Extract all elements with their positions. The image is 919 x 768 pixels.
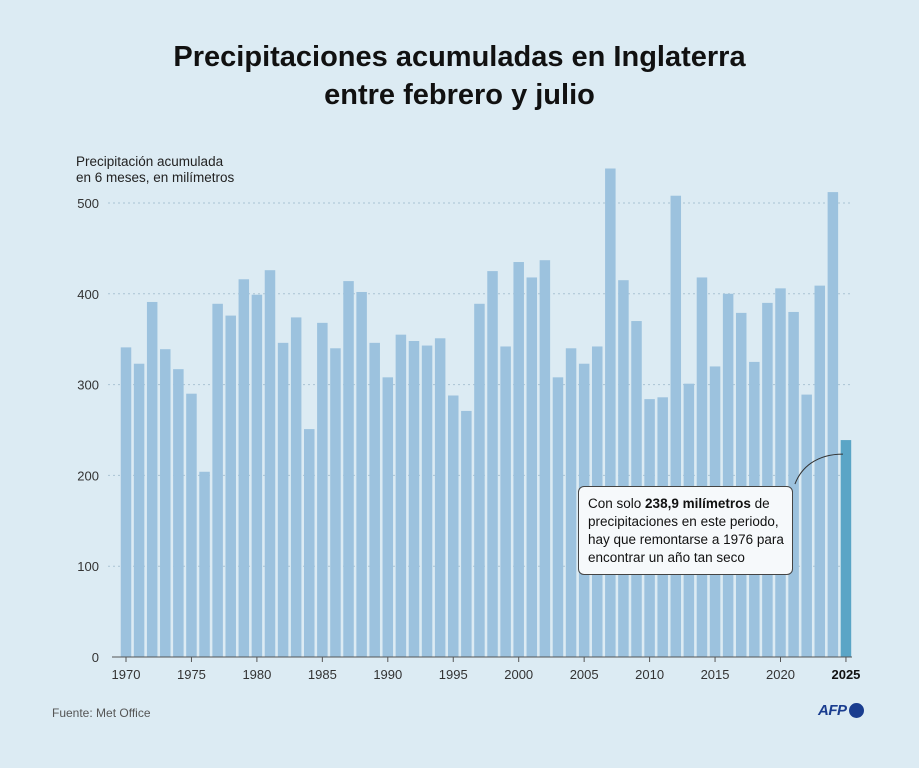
bar <box>173 369 184 657</box>
y-axis-label-line-2: en 6 meses, en milímetros <box>76 170 235 185</box>
bar <box>814 285 826 657</box>
x-tick-label: 2020 <box>766 667 795 682</box>
x-tick-label: 2010 <box>635 667 664 682</box>
y-axis-label-line-1: Precipitación acumulada <box>76 154 224 169</box>
y-tick-label: 400 <box>77 287 99 302</box>
callout-bold: 238,9 milímetros <box>645 496 751 511</box>
x-tick-label: 1980 <box>242 667 271 682</box>
bar <box>343 281 354 657</box>
y-tick-label: 100 <box>77 559 99 574</box>
bar <box>788 311 799 657</box>
bar-highlight <box>840 440 852 657</box>
bar <box>146 301 158 657</box>
bar <box>290 317 302 657</box>
bar <box>696 277 708 657</box>
bar <box>762 302 773 657</box>
bar <box>461 410 472 657</box>
bar <box>160 349 171 657</box>
bar <box>827 192 839 657</box>
x-tick-label: 2000 <box>504 667 533 682</box>
x-tick-label: 1990 <box>373 667 402 682</box>
bar <box>801 394 812 657</box>
chart-title: Precipitaciones acumuladas en Inglaterra… <box>0 38 919 114</box>
bar <box>500 346 511 657</box>
bar <box>474 303 485 657</box>
bar <box>356 291 367 657</box>
x-tick-label: 1995 <box>439 667 468 682</box>
bar <box>330 348 341 657</box>
title-line-2: entre febrero y julio <box>324 79 595 111</box>
bar <box>670 195 682 657</box>
bar <box>605 168 616 657</box>
bar <box>513 262 524 657</box>
y-axis-label: Precipitación acumulada en 6 meses, en m… <box>76 154 234 186</box>
bar <box>277 342 289 657</box>
bar <box>565 348 577 657</box>
bar <box>526 277 538 657</box>
bar <box>225 315 236 657</box>
x-tick-label: 2015 <box>701 667 730 682</box>
bar <box>552 377 564 657</box>
y-tick-label: 500 <box>77 196 99 211</box>
title-line-1: Precipitaciones acumuladas en Inglaterra <box>173 41 746 73</box>
bar <box>133 363 145 657</box>
annotation-callout: Con solo 238,9 milímetros de precipitaci… <box>578 486 793 575</box>
x-tick-label: 1985 <box>308 667 337 682</box>
bar <box>120 347 132 657</box>
bar <box>251 294 263 657</box>
bar <box>186 393 197 657</box>
bar <box>448 395 459 657</box>
bar <box>408 341 420 657</box>
bar <box>264 270 276 657</box>
bar <box>317 322 328 657</box>
callout-pre: Con solo <box>588 496 646 511</box>
afp-logo-text: AFP <box>818 702 847 719</box>
bar <box>618 280 629 657</box>
bar <box>421 345 433 657</box>
x-tick-label: 2025 <box>831 667 860 682</box>
bar <box>395 334 407 657</box>
y-tick-label: 200 <box>77 468 99 483</box>
bar <box>722 293 734 657</box>
bar <box>304 429 315 657</box>
bar <box>539 260 551 657</box>
bar <box>735 312 747 657</box>
bar <box>369 342 380 657</box>
bar <box>199 471 210 657</box>
bar <box>775 288 786 657</box>
afp-logo: AFP <box>818 702 864 719</box>
source-note: Fuente: Met Office <box>52 706 151 720</box>
bar <box>212 303 223 657</box>
bar <box>434 338 446 657</box>
bar <box>382 377 394 657</box>
afp-logo-dot <box>848 703 864 718</box>
callout-rest: de precipitaciones en este periodo, hay … <box>588 496 784 565</box>
x-tick-label: 2005 <box>570 667 599 682</box>
y-tick-label: 0 <box>92 650 99 665</box>
bar <box>238 279 250 657</box>
x-tick-label: 1975 <box>177 667 206 682</box>
y-tick-label: 300 <box>77 378 99 393</box>
x-tick-label: 1970 <box>112 667 141 682</box>
callout-connector <box>794 453 843 485</box>
bar <box>487 271 498 657</box>
